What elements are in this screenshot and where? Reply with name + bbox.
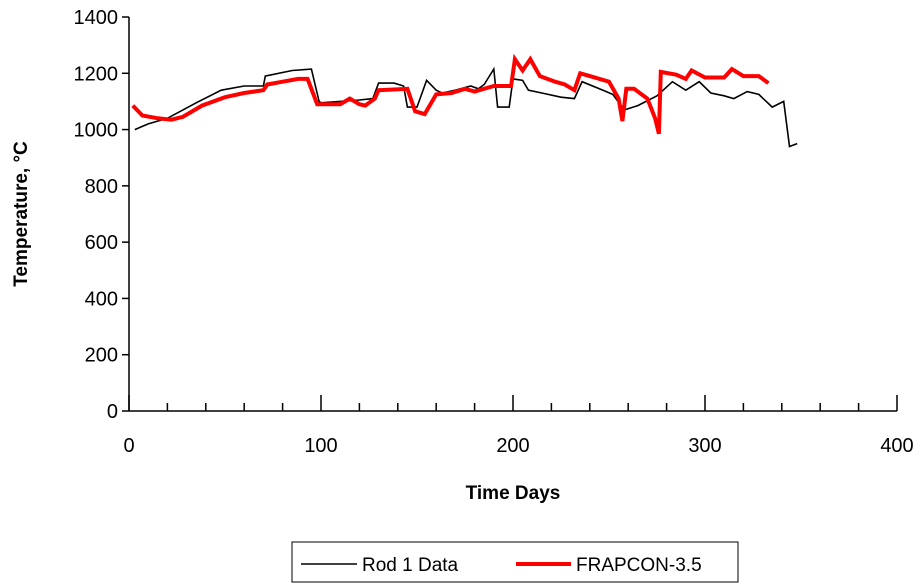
legend-label-frapcon: FRAPCON-3.5: [576, 555, 702, 576]
legend-box: [291, 541, 739, 583]
y-tick-label-1000: 1000: [74, 120, 119, 142]
y-tick-label-1200: 1200: [74, 63, 119, 85]
x-axis-ticks: 0 100 200 300 400: [123, 395, 914, 457]
series-line-rod-1-data: [134, 66, 798, 148]
y-axis-title: Temperature, °C: [11, 141, 32, 287]
x-tick-label-100: 100: [304, 435, 337, 457]
y-tick-label-1400: 1400: [74, 7, 119, 29]
x-tick-label-0: 0: [123, 435, 134, 457]
x-tick-label-400: 400: [880, 435, 913, 457]
legend: Rod 1 Data FRAPCON-3.5: [291, 541, 739, 583]
legend-label-rod-1-data: Rod 1 Data: [362, 555, 459, 576]
y-tick-label-0: 0: [107, 401, 118, 423]
y-tick-label-400: 400: [85, 288, 118, 310]
x-tick-label-300: 300: [688, 435, 721, 457]
x-tick-label-200: 200: [496, 435, 529, 457]
series-layer: [131, 53, 798, 148]
y-tick-label-600: 600: [85, 232, 118, 254]
y-tick-label-800: 800: [85, 176, 118, 198]
plot-area: 0 200 400 600 800 1000 1200 1400 0 100 200 300 400: [74, 7, 914, 457]
series-line-frapcon-3-5: [131, 53, 770, 135]
y-axis-ticks: 0 200 400 600 800 1000 1200 1400: [74, 7, 129, 423]
x-axis-title: Time Days: [466, 483, 561, 504]
y-tick-label-200: 200: [85, 345, 118, 367]
